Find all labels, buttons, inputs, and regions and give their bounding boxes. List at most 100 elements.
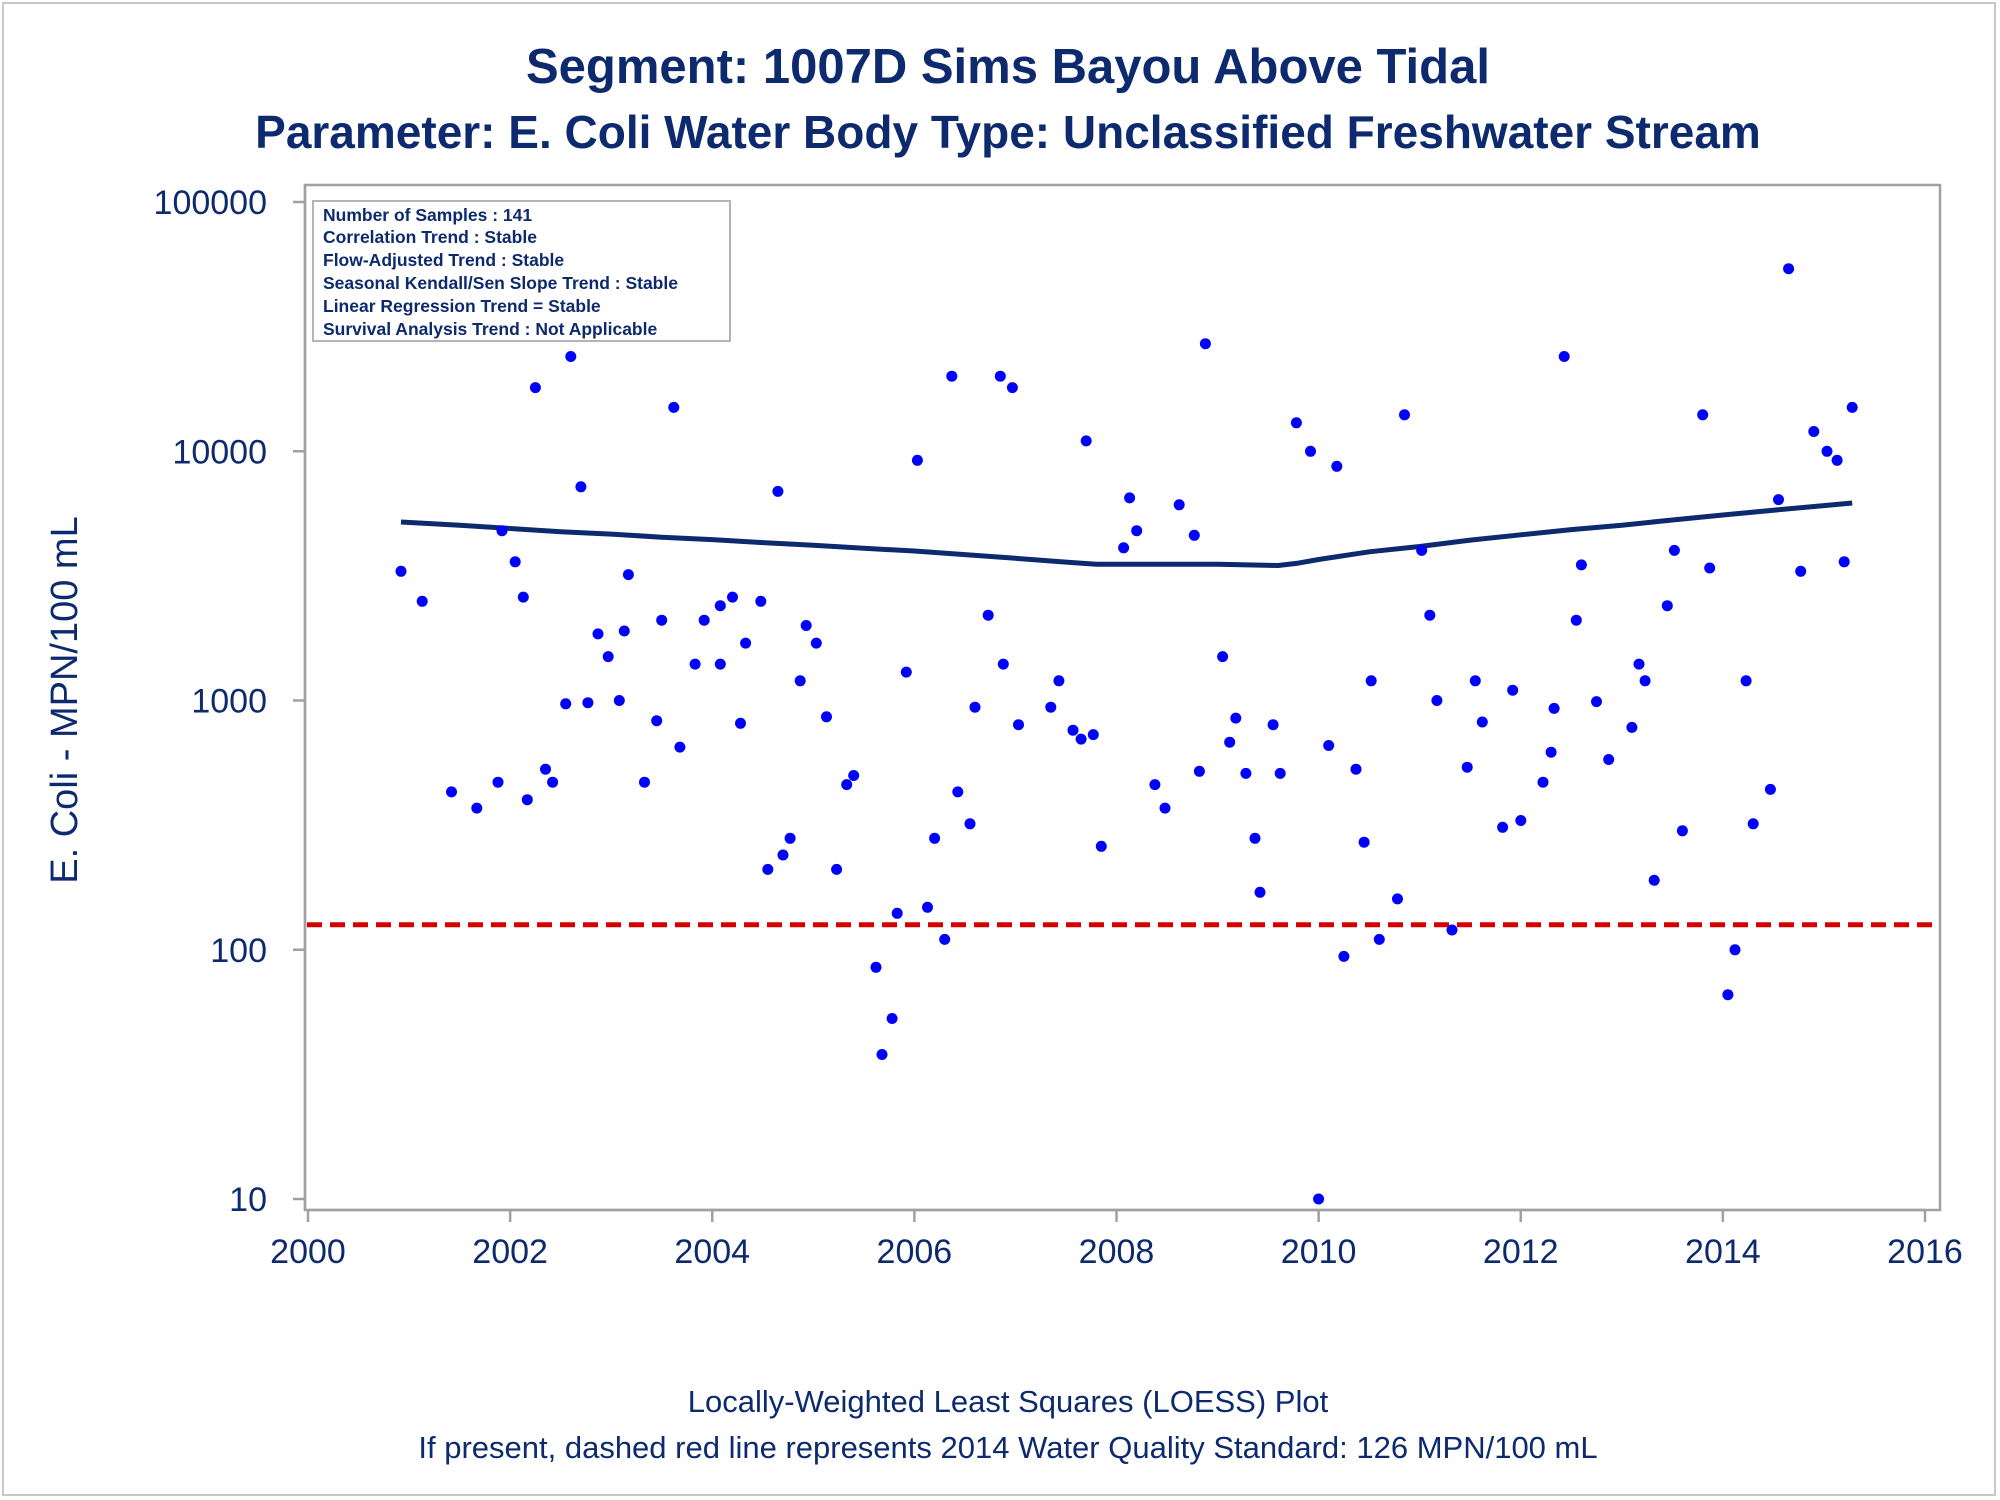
x-tick-label: 2014 [1685,1233,1761,1271]
data-point [994,370,1006,382]
data-point [1747,818,1759,830]
y-tick-label: 100 [210,932,267,970]
data-point [784,832,796,844]
data-point [1764,783,1776,795]
data-point [1507,684,1519,696]
data-point [529,382,541,394]
data-point [1570,614,1582,626]
data-point [639,776,650,788]
data-point [668,401,680,413]
x-tick-label: 2004 [674,1233,750,1271]
data-point [1626,721,1638,733]
data-point [1821,445,1833,457]
data-point [1676,825,1688,837]
data-point [1013,719,1024,731]
data-point [1118,542,1130,554]
data-point [1193,765,1205,777]
data-point [841,779,853,791]
data-point [1254,886,1266,898]
data-point [1267,719,1279,731]
data-point [1392,893,1403,905]
x-tick-label: 2006 [877,1233,953,1271]
data-point [1661,600,1673,612]
y-tick-label: 1000 [191,683,267,721]
chart-title: Segment: 1007D Sims Bayou Above Tidal [526,40,1490,94]
stats-line-samples: Number of Samples : 141 [323,205,532,225]
data-point [800,620,812,631]
data-point [1446,924,1458,936]
data-point [1173,499,1185,511]
stats-line-survival: Survival Analysis Trend : Not Applicable [323,319,657,339]
data-point [602,651,614,663]
x-tick-label: 2016 [1887,1233,1963,1271]
data-point [911,454,923,466]
data-point [876,1049,888,1060]
data-point [622,569,634,581]
data-point [1006,382,1018,394]
data-point [1476,716,1488,728]
data-point [1230,712,1242,724]
data-point [735,717,746,729]
data-point [1313,1193,1325,1205]
data-point [1053,675,1065,687]
x-axis: 2000 2002 2004 2006 2008 2010 2012 2014 2016 [270,1208,1963,1271]
data-point [1575,559,1587,571]
data-point [575,481,587,493]
data-point [1399,409,1410,421]
data-point [1373,933,1385,945]
data-point [1808,426,1820,437]
stats-line-seasonal-kendall: Seasonal Kendall/Sen Slope Trend : Stabl… [323,273,678,293]
data-point [1783,263,1795,275]
data-point [794,675,806,687]
data-point [1729,944,1741,956]
data-point [651,715,663,727]
data-point [922,901,933,913]
data-point [1831,454,1843,466]
data-point [521,794,533,806]
data-point [727,591,738,603]
data-point [540,763,551,775]
data-point [471,802,483,814]
data-point [698,614,710,626]
data-point [1305,445,1316,457]
data-point [740,637,752,649]
data-point [1722,989,1734,1001]
x-tick-label: 2012 [1483,1233,1559,1271]
data-point [1838,556,1850,568]
data-point [1240,767,1252,779]
data-point [1131,525,1143,537]
stats-line-flow-adjusted: Flow-Adjusted Trend : Stable [323,250,564,270]
data-point [1080,435,1092,447]
data-point [886,1013,898,1024]
data-point [714,658,726,670]
data-point [1846,401,1858,413]
stats-line-correlation: Correlation Trend : Stable [323,227,537,247]
data-point [1639,675,1651,687]
data-point [821,711,832,723]
data-point [831,863,843,875]
data-point [891,907,903,919]
data-point [1199,338,1211,350]
y-tick-label: 10 [229,1181,267,1219]
y-axis-label: E. Coli - MPN/100 mL [44,516,86,883]
data-point [1704,562,1716,574]
data-point [1217,651,1229,663]
data-point [1323,740,1335,751]
data-point [777,849,789,861]
data-point [560,698,572,710]
data-point [929,832,941,844]
data-point [1633,658,1645,670]
data-point [656,614,668,626]
data-point [618,625,630,637]
y-ticks: 10 100 1000 10000 100000 [154,184,305,1219]
data-point [1461,761,1473,773]
chart-subtitle: Parameter: E. Coli Water Body Type: Uncl… [255,106,1761,158]
data-point [848,770,860,781]
data-point [446,786,457,798]
data-point [674,741,686,753]
data-point [946,370,958,382]
data-point [1095,840,1107,852]
x-tick-label: 2000 [270,1233,346,1271]
data-point [416,595,428,607]
